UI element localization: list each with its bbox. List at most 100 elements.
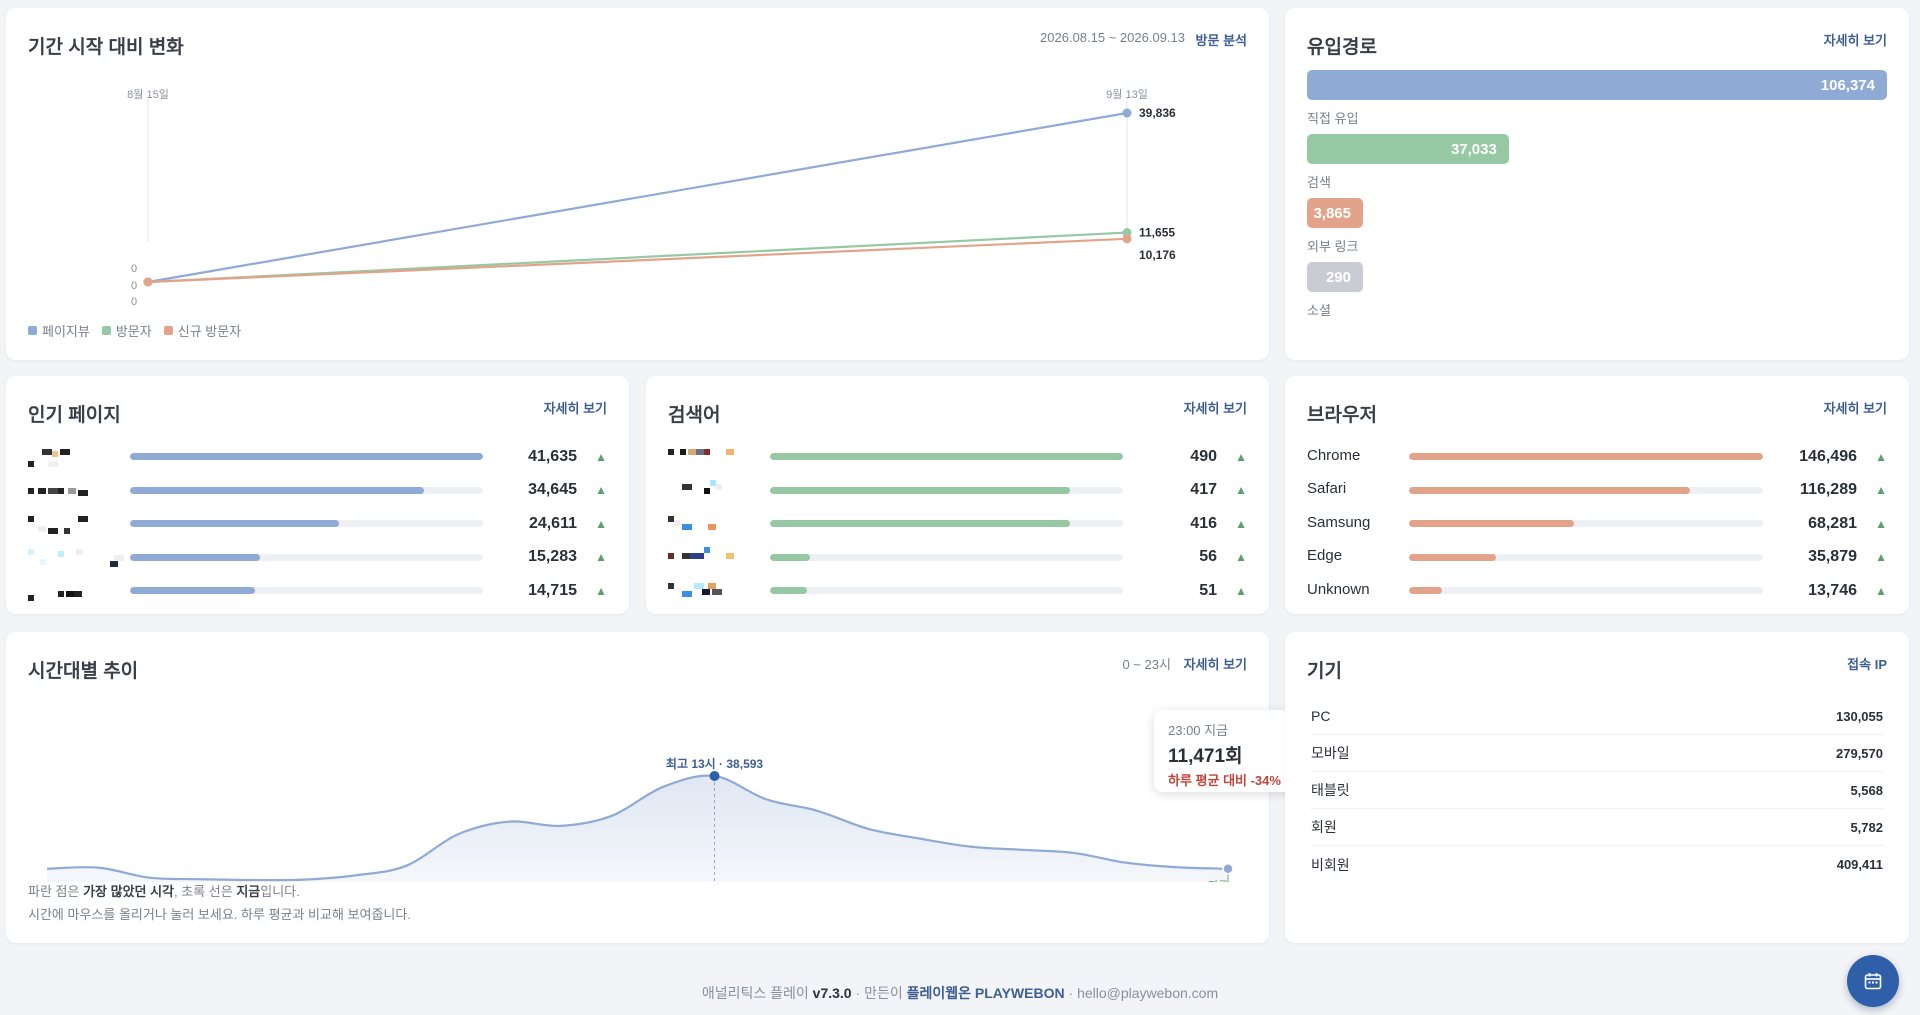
terms-detail-link[interactable]: 자세히 보기 (1183, 401, 1247, 416)
hourly-note-1: 파란 점은 가장 많았던 시각, 초록 선은 지금입니다. (28, 884, 300, 899)
trend-start-label: 8월 15일 (127, 87, 169, 101)
row-bar-track (770, 553, 1123, 561)
list-item[interactable]: 490 ▲ (668, 440, 1247, 474)
series-line (147, 111, 1128, 284)
row-value: 35,879 (1808, 548, 1857, 566)
tooltip-compare: 하루 평균 대비 -34% (1168, 773, 1281, 788)
source-bar: 290 (1307, 262, 1363, 292)
list-item[interactable]: 417 ▲ (668, 474, 1247, 508)
trend-title: 기간 시작 대비 변화 (28, 37, 184, 58)
row-name (28, 514, 130, 534)
list-item[interactable]: 56 ▲ (668, 541, 1247, 575)
list-item[interactable]: Samsung 68,281 ▲ (1307, 507, 1887, 541)
source-item[interactable]: 37,033 검색 (1307, 134, 1509, 191)
source-label: 소셜 (1307, 303, 1331, 318)
source-label: 검색 (1307, 175, 1331, 190)
legend-item[interactable]: 신규 방문자 (163, 321, 242, 340)
device-row[interactable]: 비회원 409,411 (1311, 846, 1883, 883)
legend-item[interactable]: 페이지뷰 (28, 321, 90, 340)
browsers-card: 브라우저 자세히 보기 Chrome 146,496 ▲ Safari 116,289 ▲… (1285, 376, 1909, 614)
device-row[interactable]: 태블릿 5,568 (1311, 772, 1883, 809)
trend-start-value: 0 (131, 263, 137, 275)
row-bar-track (1409, 486, 1763, 494)
hourly-trend-card: 시간대별 추이 0 ~ 23시 자세히 보기 최고 13시 · 38,593 지금… (6, 632, 1306, 943)
device-row[interactable]: 모바일 279,570 (1311, 735, 1883, 772)
row-name (668, 447, 770, 467)
list-item[interactable]: 41,635 ▲ (28, 440, 607, 474)
footer-email-link[interactable]: hello@playwebon.com (1077, 985, 1219, 1001)
legend-swatch (163, 326, 173, 335)
source-bar: 3,865 (1307, 198, 1363, 228)
legend-label: 신규 방문자 (177, 324, 242, 339)
device-row[interactable]: PC 130,055 (1311, 698, 1883, 735)
tooltip-count: 11,471회 (1168, 746, 1243, 767)
source-item[interactable]: 3,865 외부 링크 (1307, 198, 1363, 255)
row-bar-fill (130, 520, 339, 528)
list-item[interactable]: 14,715 ▲ (28, 574, 607, 608)
series-line (147, 237, 1128, 284)
hourly-detail-link[interactable]: 자세히 보기 (1183, 657, 1247, 672)
list-item[interactable]: 24,611 ▲ (28, 507, 607, 541)
trend-end-label: 9월 13일 (1106, 87, 1148, 101)
browsers-detail-link[interactable]: 자세히 보기 (1823, 401, 1887, 416)
list-item[interactable]: Safari 116,289 ▲ (1307, 474, 1887, 508)
now-point (1222, 863, 1234, 875)
trend-up-icon: ▲ (595, 550, 607, 565)
hour-tooltip: 23:00 지금 11,471회 하루 평균 대비 -34% (1154, 710, 1306, 792)
row-value: 24,611 (528, 514, 577, 532)
list-item[interactable]: 416 ▲ (668, 507, 1247, 541)
footer-made-by: 만든이 (864, 985, 903, 1001)
source-item[interactable]: 106,374 직접 유입 (1307, 70, 1887, 127)
row-value: 68,281 (1808, 514, 1857, 532)
row-bar-fill (770, 553, 811, 561)
row-name (28, 447, 130, 467)
trend-start-value: 0 (131, 280, 137, 292)
row-name (668, 547, 770, 567)
terms-list: 490 ▲ 417 ▲ 416 ▲ 56 ▲ 51 ▲ (668, 440, 1247, 608)
hourly-note-2: 시간에 마우스를 올리거나 눌러 보세요. 하루 평균과 비교해 보여줍니다. (28, 907, 411, 922)
row-bar-track (770, 520, 1123, 528)
hourly-title: 시간대별 추이 (28, 661, 139, 682)
trend-up-icon: ▲ (1875, 516, 1887, 531)
footer-brand-link[interactable]: 플레이웹온 PLAYWEBON (906, 985, 1065, 1001)
series-end-point (1122, 228, 1132, 238)
list-item[interactable]: Edge 35,879 ▲ (1307, 541, 1887, 575)
row-bar-fill (1409, 453, 1763, 461)
row-name: Chrome (1307, 446, 1361, 464)
list-item[interactable]: 15,283 ▲ (28, 541, 607, 575)
trend-up-icon: ▲ (1235, 449, 1247, 464)
list-item[interactable]: 51 ▲ (668, 574, 1247, 608)
row-value: 13,746 (1808, 581, 1857, 599)
source-label: 직접 유입 (1307, 111, 1359, 126)
peak-point (709, 771, 720, 781)
calendar-button[interactable] (1847, 955, 1899, 1007)
access-ip-link[interactable]: 접속 IP (1847, 657, 1887, 672)
row-bar-fill (770, 453, 1123, 461)
sources-detail-link[interactable]: 자세히 보기 (1823, 33, 1887, 48)
list-item[interactable]: Chrome 146,496 ▲ (1307, 440, 1887, 474)
pages-list: 41,635 ▲ 34,645 ▲ 24,611 ▲ 15,283 ▲ 14,715 ▲ (28, 440, 607, 608)
legend-item[interactable]: 방문자 (101, 321, 152, 340)
peak-label: 최고 13시 · 38,593 (666, 756, 763, 771)
row-name (668, 514, 770, 534)
row-bar-track (130, 553, 483, 561)
trend-up-icon: ▲ (1875, 449, 1887, 464)
hourly-chart[interactable]: 최고 13시 · 38,593지금036912151821 (6, 692, 1269, 882)
row-value: 34,645 (528, 481, 577, 499)
list-item[interactable]: 34,645 ▲ (28, 474, 607, 508)
series-end-value: 10,176 (1139, 248, 1176, 262)
series-end-point (1122, 108, 1132, 118)
device-row[interactable]: 회원 5,782 (1311, 809, 1883, 846)
series-end-value: 39,836 (1139, 106, 1176, 120)
device-name: 회원 (1311, 819, 1337, 835)
row-bar-track (130, 587, 483, 595)
list-item[interactable]: Unknown 13,746 ▲ (1307, 574, 1887, 608)
visit-analysis-link[interactable]: 방문 분석 (1195, 33, 1247, 48)
row-name (668, 480, 770, 500)
source-item[interactable]: 290 소셜 (1307, 262, 1363, 319)
row-bar-fill (1409, 486, 1691, 494)
row-name (28, 480, 130, 500)
row-bar-fill (770, 486, 1071, 494)
row-bar-fill (1409, 587, 1443, 595)
pages-detail-link[interactable]: 자세히 보기 (543, 401, 607, 416)
